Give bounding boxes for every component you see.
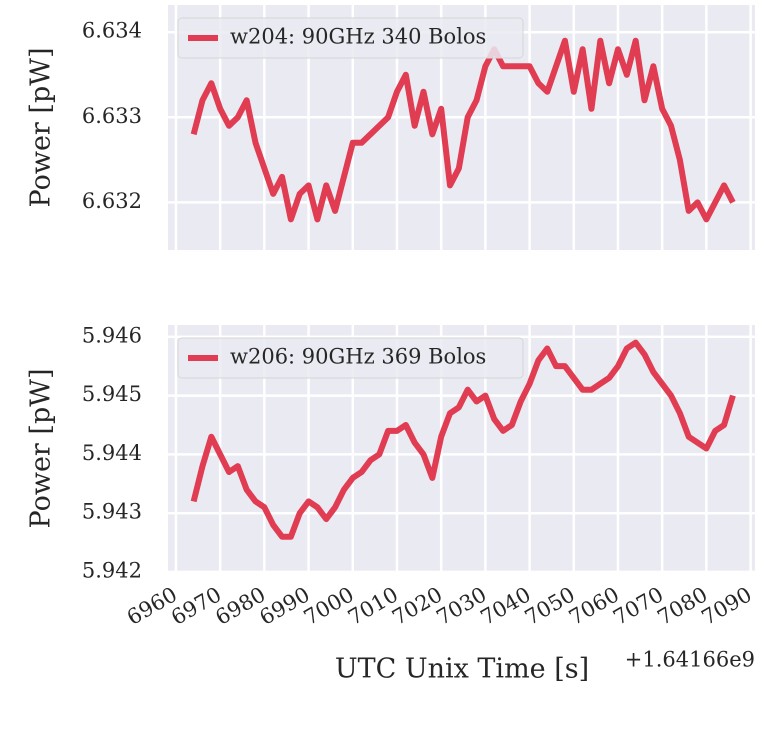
y-tick-label: 6.633 <box>82 104 142 128</box>
y-tick-label: 5.946 <box>82 323 142 347</box>
x-tick-label: 7090 <box>698 582 756 630</box>
y-tick-label: 5.942 <box>82 559 142 583</box>
y-tick-label: 5.945 <box>82 382 142 406</box>
legend-text: w206: 90GHz 369 Bolos <box>230 345 486 369</box>
x-offset-label: +1.64166e9 <box>625 648 755 672</box>
y-axis-label: Power [pW] <box>26 368 57 528</box>
legend: w204: 90GHz 340 Bolos <box>177 17 524 59</box>
y-tick-label: 5.943 <box>82 500 142 524</box>
y-tick-label: 5.944 <box>82 441 142 465</box>
y-axis-label: Power [pW] <box>26 47 57 207</box>
y-tick-label: 6.632 <box>82 189 142 213</box>
legend-box <box>177 337 524 379</box>
legend: w206: 90GHz 369 Bolos <box>177 337 524 379</box>
legend-box <box>177 17 524 59</box>
y-tick-label: 6.634 <box>82 19 142 43</box>
legend-text: w204: 90GHz 340 Bolos <box>230 25 486 49</box>
x-axis-label: UTC Unix Time [s] <box>335 654 589 685</box>
data-line <box>190 37 736 223</box>
data-line <box>190 339 736 540</box>
